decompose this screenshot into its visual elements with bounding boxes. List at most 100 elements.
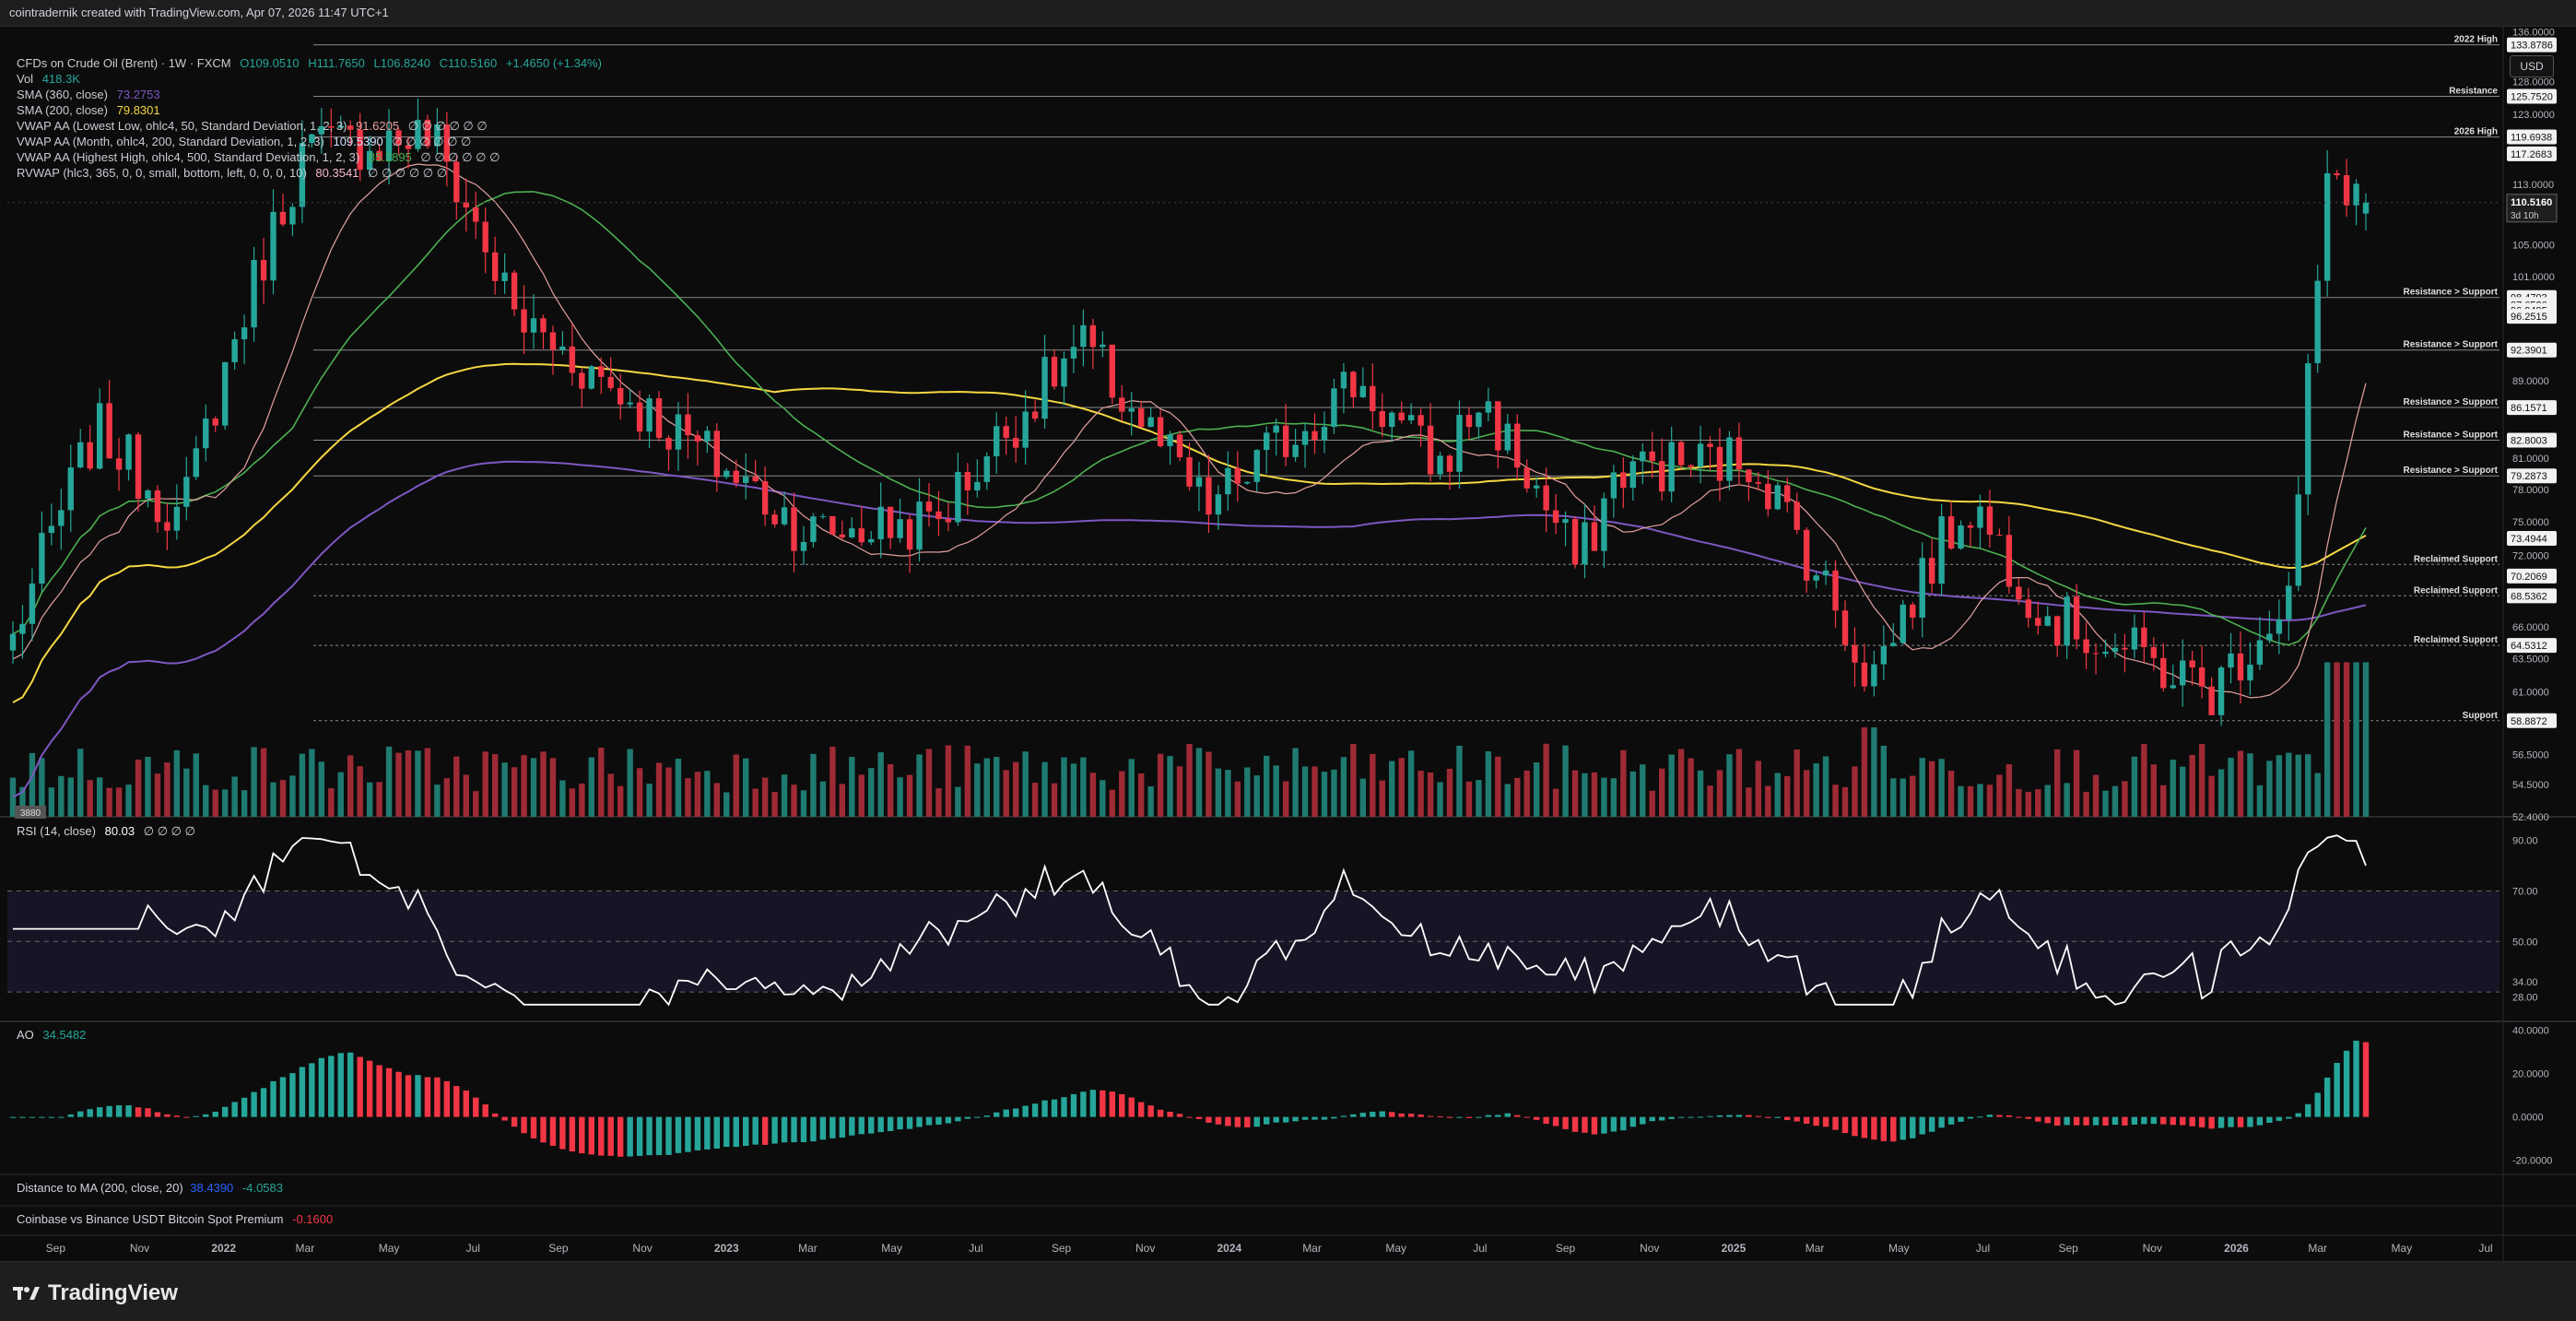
candle-body[interactable] (627, 402, 633, 405)
candle-body[interactable] (309, 134, 315, 144)
candle-body[interactable] (897, 519, 903, 538)
candle-body[interactable] (1620, 472, 1627, 489)
candle-body[interactable] (1832, 570, 1839, 611)
legend-vwap2[interactable]: VWAP AA (Month, ohlc4, 200, Standard Dev… (17, 134, 602, 149)
candle-body[interactable] (318, 125, 325, 135)
candle-body[interactable] (1562, 519, 1569, 524)
candle-body[interactable] (935, 511, 942, 520)
candle-body[interactable] (829, 515, 836, 535)
candle-body[interactable] (1398, 412, 1405, 420)
candle-body[interactable] (646, 398, 653, 432)
candle-body[interactable] (473, 207, 479, 222)
candle-body[interactable] (203, 419, 209, 449)
candle-body[interactable] (916, 501, 923, 550)
candle-body[interactable] (1137, 408, 1145, 428)
candle-body[interactable] (2266, 633, 2273, 641)
candle-body[interactable] (1986, 506, 1994, 536)
candle-body[interactable] (1031, 411, 1039, 419)
candle-body[interactable] (1456, 415, 1463, 472)
candle-body[interactable] (115, 458, 123, 470)
candle-body[interactable] (2362, 202, 2370, 214)
candle-body[interactable] (1504, 423, 1511, 451)
legend-vwap3[interactable]: VWAP AA (Highest High, ohlc4, 500, Stand… (17, 149, 602, 165)
candle-body[interactable] (145, 489, 151, 500)
candle-body[interactable] (96, 403, 103, 469)
candle-body[interactable] (1582, 522, 1588, 565)
candle-body[interactable] (279, 211, 287, 225)
candle-body[interactable] (569, 346, 576, 373)
candle-body[interactable] (694, 435, 701, 442)
candle-body[interactable] (1947, 516, 1955, 549)
candle-body[interactable] (453, 161, 460, 203)
candle-body[interactable] (598, 366, 605, 377)
candle-body[interactable] (1206, 477, 1212, 515)
candle-body[interactable] (2150, 647, 2158, 658)
candle-body[interactable] (1446, 455, 1453, 472)
candle-body[interactable] (925, 501, 933, 512)
candle-body[interactable] (1495, 401, 1501, 451)
candle-body[interactable] (579, 372, 585, 389)
candle-body[interactable] (810, 516, 817, 542)
candle-body[interactable] (1629, 461, 1637, 489)
candle-body[interactable] (1041, 357, 1048, 419)
rsi-pane[interactable]: 90.00 70.00 50.00 34.00 28.00 (7, 834, 2538, 1007)
candle-body[interactable] (1379, 411, 1385, 428)
candle-body[interactable] (424, 119, 431, 147)
ao-pane[interactable]: 40.0000 20.0000 0.0000 -20.0000 (9, 1026, 2553, 1167)
candle-body[interactable] (1677, 442, 1685, 466)
chart-area[interactable]: 2022 High Resistance 2026 High Resistance >… (0, 26, 2576, 1261)
candle-body[interactable] (1437, 455, 1443, 475)
candle-body[interactable] (1176, 434, 1183, 458)
candle-body[interactable] (1571, 519, 1579, 565)
candle-body[interactable] (2006, 535, 2013, 587)
candle-body[interactable] (2131, 627, 2138, 650)
candle-body[interactable] (1022, 411, 1029, 448)
candle-body[interactable] (67, 467, 74, 511)
candle-body[interactable] (1514, 423, 1521, 468)
candle-body[interactable] (299, 143, 306, 207)
candle-body[interactable] (2025, 599, 2031, 619)
candle-body[interactable] (1003, 426, 1009, 439)
candle-body[interactable] (1119, 397, 1125, 412)
candle-body[interactable] (2343, 175, 2350, 206)
candle-body[interactable] (415, 119, 421, 149)
candle-body[interactable] (1880, 645, 1888, 665)
candle-body[interactable] (1841, 610, 1849, 645)
candle-body[interactable] (135, 434, 142, 500)
ao-legend[interactable]: AO 34.5482 (17, 1028, 86, 1042)
candle-body[interactable] (1591, 522, 1598, 551)
candle-body[interactable] (1350, 372, 1357, 397)
candle-body[interactable] (1312, 431, 1318, 441)
candle-body[interactable] (463, 202, 469, 208)
distance-ma-legend[interactable]: Distance to MA (200, close, 20) 38.4390 … (17, 1181, 283, 1195)
candle-body[interactable] (1292, 444, 1299, 457)
candle-body[interactable] (1264, 432, 1270, 451)
candle-body[interactable] (530, 318, 537, 333)
candle-body[interactable] (106, 403, 112, 459)
candle-body[interactable] (752, 476, 759, 481)
candle-body[interactable] (1919, 558, 1925, 619)
candle-body[interactable] (1186, 457, 1193, 487)
candle-body[interactable] (819, 515, 827, 517)
candle-body[interactable] (2247, 665, 2253, 681)
candle-body[interactable] (347, 125, 354, 130)
time-axis[interactable]: Sep Nov 2022 Mar May Jul Sep Nov 2023 Mar May Jul Se… (46, 1242, 2493, 1255)
candle-body[interactable] (231, 339, 238, 362)
candle-body[interactable] (781, 507, 788, 525)
candle-body[interactable] (1552, 510, 1559, 524)
candle-body[interactable] (1427, 425, 1434, 475)
candle-body[interactable] (1407, 415, 1415, 420)
candle-body[interactable] (1794, 501, 1800, 530)
candle-body[interactable] (2323, 172, 2331, 281)
candle-body[interactable] (839, 534, 846, 537)
candle-body[interactable] (2228, 653, 2234, 668)
candle-body[interactable] (1688, 465, 1694, 467)
candle-body[interactable] (685, 414, 691, 436)
candle-body[interactable] (1890, 643, 1897, 646)
candle-body[interactable] (1659, 461, 1665, 492)
candle-body[interactable] (2334, 172, 2340, 176)
candle-body[interactable] (2160, 657, 2167, 689)
candle-body[interactable] (2180, 660, 2186, 686)
candle-body[interactable] (1977, 506, 1983, 528)
candle-body[interactable] (2083, 639, 2089, 654)
